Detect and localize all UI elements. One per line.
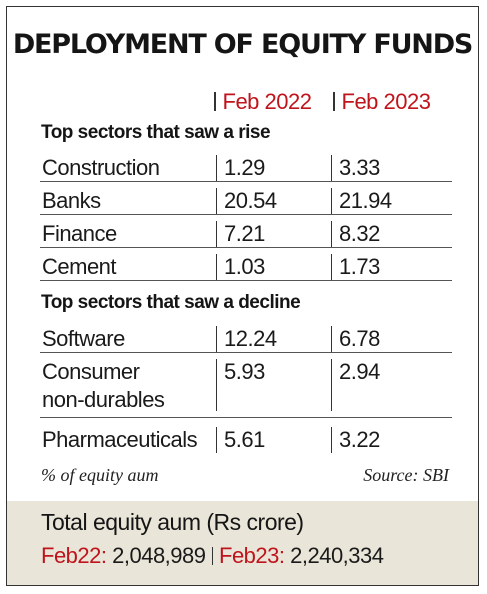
value-feb-2023: 1.73 [331,254,380,280]
table-row: Finance 7.21 8.32 [40,219,452,248]
infographic-frame: DEPLOYMENT OF EQUITY FUNDS Feb 2022 Feb … [6,6,479,586]
row-label-line-2: non-durables [42,387,165,412]
value-feb-2022: 5.93 [216,359,265,411]
footer-label-feb22: Feb22: [41,543,107,568]
table-row: Cement 1.03 1.73 [40,252,452,281]
unit-note: % of equity aum [41,465,159,485]
table-row: Software 12.24 6.78 [40,324,452,353]
value-feb-2023: 3.22 [331,427,380,453]
row-label: Consumer [42,359,140,384]
value-feb-2023: 3.33 [331,155,380,181]
value-feb-2022: 20.54 [216,188,277,214]
value-feb-2022: 1.29 [216,155,265,181]
value-feb-2023: 6.78 [331,326,380,352]
value-feb-2022: 5.61 [216,427,265,453]
table-row: Construction 1.29 3.33 [40,153,452,182]
value-feb-2023: 2.94 [331,359,380,411]
section-heading-decline: Top sectors that saw a decline [41,292,301,313]
row-label: Banks [42,188,101,213]
footer-totals: Feb22: 2,048,989 Feb23: 2,240,334 [41,543,384,569]
table-row: Banks 20.54 21.94 [40,186,452,215]
value-feb-2022: 7.21 [216,221,265,247]
footer-value-feb22: 2,048,989 [112,543,206,568]
column-header-feb-2022: Feb 2022 [214,89,312,115]
row-label: Pharmaceuticals [42,427,198,452]
footer-label-feb23: Feb23: [219,543,285,568]
table-row: Consumer non-durables 5.93 2.94 [40,357,452,418]
row-label: Cement [42,254,117,279]
value-feb-2022: 1.03 [216,254,265,280]
source-note: Source: SBI [363,465,449,485]
footer-panel: Total equity aum (Rs crore) Feb22: 2,048… [7,501,478,585]
column-header-feb-2023: Feb 2023 [333,89,431,115]
row-label: Construction [42,155,160,180]
value-feb-2023: 8.32 [331,221,380,247]
row-label: Software [42,326,125,351]
value-feb-2022: 12.24 [216,326,277,352]
chart-title: DEPLOYMENT OF EQUITY FUNDS [12,29,474,60]
section-heading-rise: Top sectors that saw a rise [41,122,271,143]
row-label: Finance [42,221,117,246]
table-row: Pharmaceuticals 5.61 3.22 [40,425,452,453]
footer-separator [211,547,213,565]
footer-value-feb23: 2,240,334 [290,543,384,568]
value-feb-2023: 21.94 [331,188,392,214]
footer-title: Total equity aum (Rs crore) [41,509,304,535]
